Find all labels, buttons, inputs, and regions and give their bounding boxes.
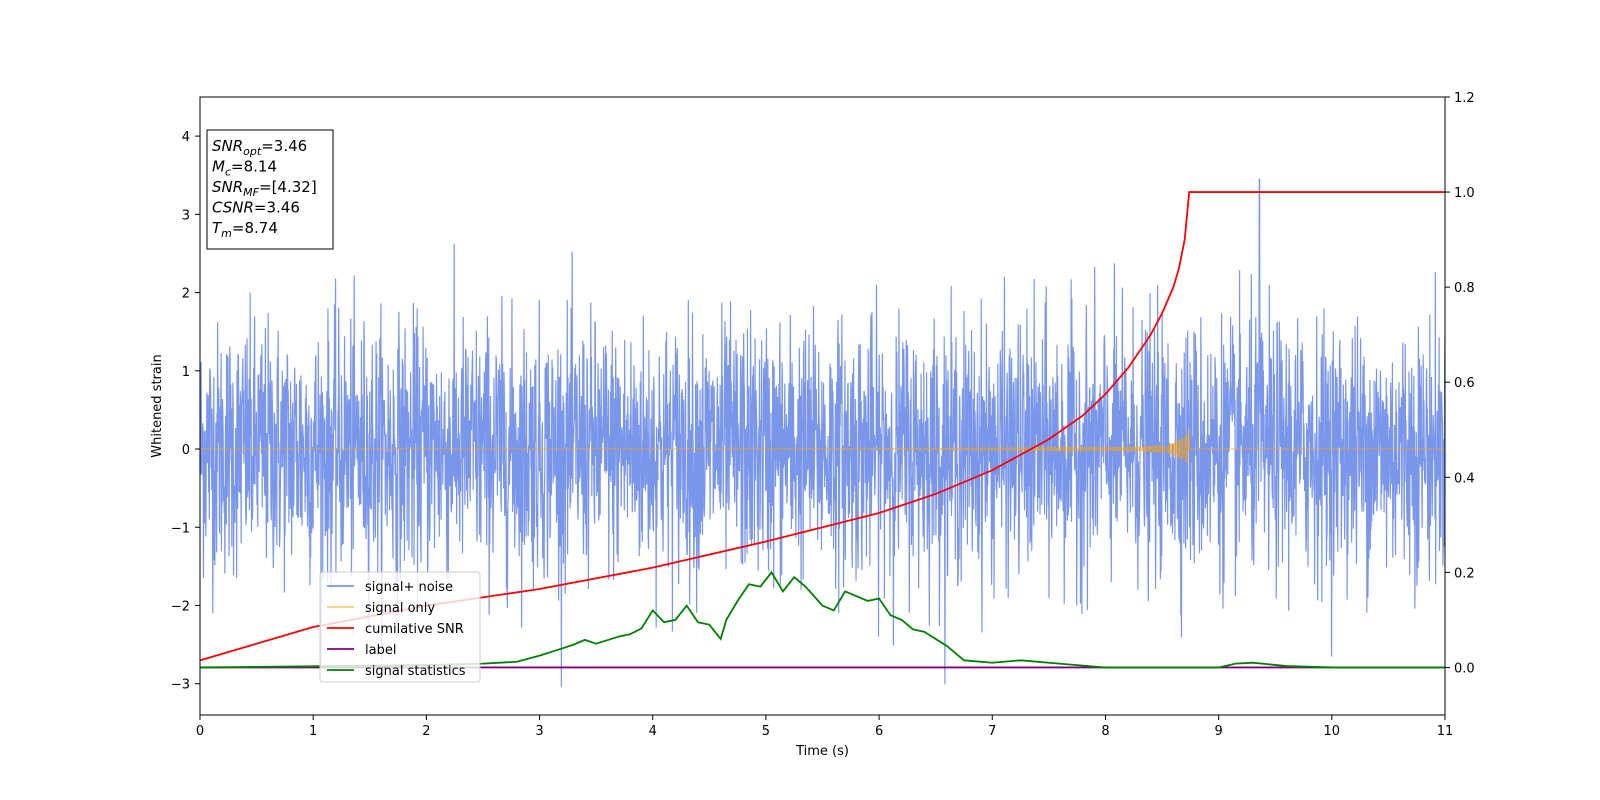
y-left-tick-label: 2: [182, 287, 190, 302]
plot-frame: [199, 96, 1446, 716]
legend-frame: [319, 571, 481, 683]
info-line: SNRopt=3.46: [212, 137, 307, 158]
x-tick-label: 6: [875, 724, 883, 739]
series-cumilative-snr: [199, 191, 1445, 662]
y-right-tick-label: 1.2: [1454, 91, 1475, 106]
x-tick-label: 3: [535, 724, 543, 739]
x-tick-label: 1: [309, 724, 317, 739]
series-signal-only: [199, 429, 1445, 465]
y-left-tick-label: −2: [171, 599, 190, 614]
y-axis-left: −3 −2 −1 0 1 2 3 4: [171, 130, 200, 693]
y-right-tick-label: 0.8: [1454, 281, 1475, 296]
y-right-tick-label: 0.0: [1454, 661, 1475, 676]
info-line: Mc=8.14: [212, 158, 277, 179]
x-tick-label: 8: [1101, 724, 1109, 739]
series-signal-noise: [199, 178, 1446, 687]
y-axis-right: 0.0 0.2 0.4 0.6 0.8 1.0 1.2: [1445, 91, 1475, 676]
y-left-tick-label: 1: [182, 365, 190, 380]
info-line: SNRMF=[4.32]: [212, 178, 317, 199]
y-axis-label: Whitened strain: [150, 354, 165, 457]
y-right-tick-label: 0.4: [1454, 471, 1475, 486]
y-right-tick-label: 0.2: [1454, 566, 1475, 581]
legend-entry: signal statistics: [365, 664, 466, 679]
y-left-tick-label: −3: [171, 678, 190, 693]
y-left-tick-label: 4: [182, 130, 190, 145]
legend-entry: signal only: [365, 601, 435, 616]
legend-entry: cumilative SNR: [365, 622, 464, 637]
y-left-tick-label: 3: [182, 208, 190, 223]
y-right-tick-label: 0.6: [1454, 376, 1475, 391]
x-tick-label: 9: [1214, 724, 1222, 739]
info-line: Tm=8.74: [212, 219, 278, 240]
legend-entry: label: [365, 643, 396, 658]
x-tick-label: 0: [196, 724, 204, 739]
x-axis-label: Time (s): [795, 744, 849, 759]
info-line: CSNR=3.46: [212, 199, 300, 217]
x-axis: 0 1 2 3 4 5 6 7 8 9 10 11: [196, 715, 1453, 739]
x-tick-label: 5: [762, 724, 770, 739]
y-left-tick-label: 0: [182, 443, 190, 458]
x-tick-label: 10: [1324, 724, 1341, 739]
x-tick-label: 2: [422, 724, 430, 739]
info-box-frame: [206, 129, 334, 250]
x-tick-label: 7: [988, 724, 996, 739]
x-tick-label: 11: [1437, 724, 1454, 739]
legend: signal+ noise signal only cumilative SNR la…: [319, 571, 481, 683]
x-tick-label: 4: [649, 724, 657, 739]
legend-entry: signal+ noise: [365, 580, 453, 595]
y-left-tick-label: −1: [171, 521, 190, 536]
y-right-tick-label: 1.0: [1454, 186, 1475, 201]
series-signal-statistics: [199, 570, 1445, 669]
